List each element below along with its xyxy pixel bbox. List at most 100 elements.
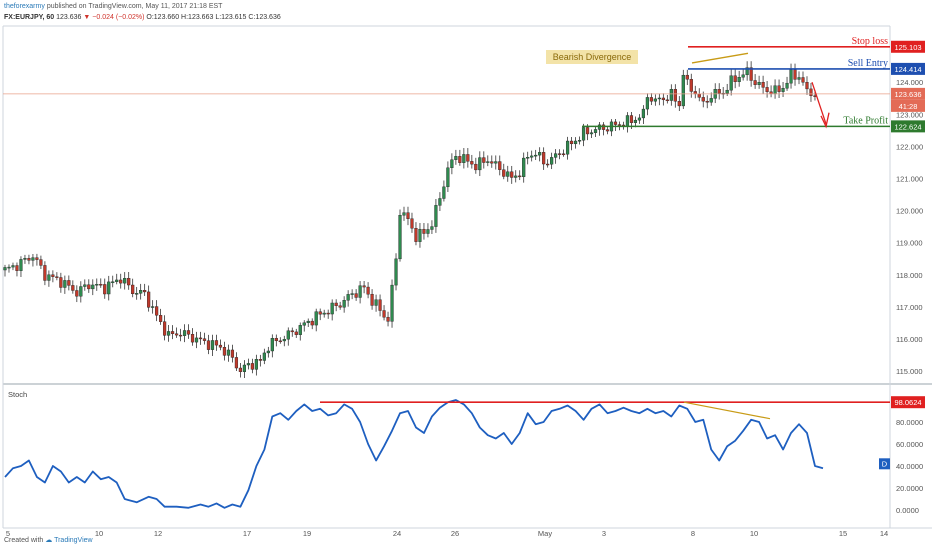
candle (554, 149, 558, 164)
candle (43, 261, 47, 286)
candle-body (581, 127, 586, 141)
candle (673, 84, 677, 108)
candle-body (426, 229, 430, 234)
candle (59, 272, 63, 293)
candle (198, 331, 203, 345)
candle-body (530, 155, 534, 158)
candle (653, 94, 657, 106)
candle-body (194, 337, 199, 343)
candle-body (402, 212, 406, 216)
candle-body (502, 169, 506, 177)
candle (194, 331, 199, 349)
candle (446, 161, 450, 193)
candle (79, 281, 83, 303)
candle (609, 119, 614, 137)
candle (35, 253, 39, 266)
countdown-tag-bg (891, 99, 925, 112)
candle-body (218, 344, 223, 348)
tradingview-brand[interactable]: TradingView (54, 537, 93, 544)
candle (422, 222, 426, 240)
candle (681, 69, 685, 109)
candle (246, 358, 250, 370)
candle (71, 280, 75, 294)
candle-body (19, 259, 23, 271)
author-link[interactable]: theforexarmy (4, 3, 45, 10)
price-tick-label: 119.000 (896, 239, 923, 248)
candle-body (510, 171, 514, 178)
candle (661, 93, 665, 106)
candle (462, 148, 466, 169)
candle (589, 129, 594, 138)
candle (186, 324, 191, 339)
candle (366, 282, 370, 299)
candle (63, 275, 67, 294)
candle (202, 332, 207, 345)
stoch-current-tag: 98.0624 (894, 398, 921, 407)
candle (354, 289, 358, 301)
candle-body (418, 228, 422, 242)
tradingview-logo-icon: ☁ (45, 537, 53, 544)
time-tick-label: 12 (154, 529, 162, 538)
candle (482, 151, 486, 169)
candle (314, 308, 318, 332)
candle (230, 344, 235, 363)
candle (478, 151, 482, 177)
candle (693, 85, 697, 99)
candle (182, 324, 187, 343)
candle (753, 74, 757, 89)
candle-body (526, 157, 530, 159)
candle-body (518, 175, 522, 178)
candle-body (330, 302, 334, 315)
candle (75, 285, 79, 303)
candle (466, 148, 470, 168)
candle-body (701, 97, 705, 102)
candle-body (573, 140, 578, 145)
candle-body (35, 257, 39, 260)
candle-body (637, 117, 642, 121)
candle-body (127, 278, 131, 286)
candle (115, 273, 119, 285)
candle-body (506, 171, 510, 177)
candle-body (657, 97, 661, 100)
candle (166, 325, 171, 342)
candle (542, 147, 546, 170)
candle-body (442, 186, 446, 199)
candle (741, 68, 745, 81)
candle-body (617, 124, 622, 126)
candle (127, 272, 131, 290)
candle-body (438, 198, 442, 206)
candle-body (781, 88, 785, 92)
candle-body (170, 331, 175, 334)
candle (174, 327, 179, 338)
candle (757, 75, 761, 89)
candle (805, 76, 809, 95)
candle-body (222, 347, 227, 356)
candle (27, 254, 31, 265)
candle (210, 334, 215, 356)
candle (31, 253, 35, 267)
candle-body (83, 284, 87, 287)
symbol-label[interactable]: FX:EURJPY, 60 (4, 14, 55, 21)
candle (649, 93, 653, 106)
candle (581, 123, 586, 147)
candle (19, 256, 23, 278)
candle (342, 296, 346, 313)
candle-body (119, 279, 123, 284)
candle-body (266, 350, 270, 354)
candle-body (131, 284, 135, 295)
candle (789, 63, 793, 89)
stop-loss-label: Stop loss (852, 36, 889, 47)
candle-body (139, 290, 143, 294)
candle (434, 199, 438, 233)
candle (83, 279, 87, 291)
sell-entry-price-tag: 124.414 (894, 65, 921, 74)
price-tick-label: 121.000 (896, 175, 923, 184)
candle (685, 69, 689, 86)
candle-body (190, 334, 195, 343)
candle (498, 155, 502, 176)
candle (119, 273, 123, 289)
candle (490, 155, 494, 168)
candle (386, 311, 390, 327)
candle (613, 119, 618, 131)
